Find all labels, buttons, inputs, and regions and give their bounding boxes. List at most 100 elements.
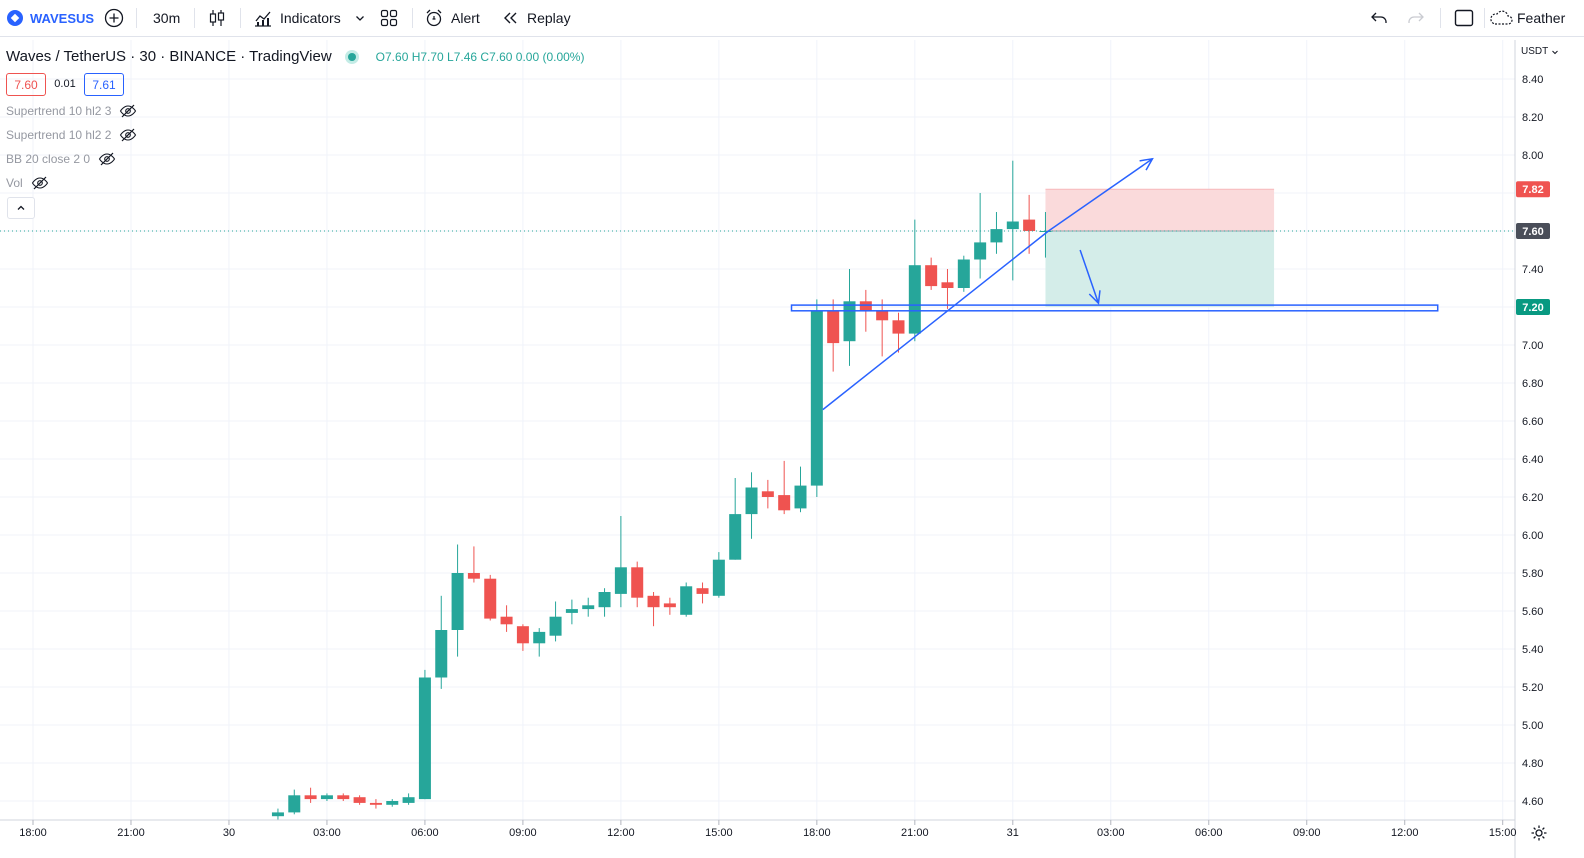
eye-crossed-icon[interactable] [31,176,49,190]
currency-label: USDT [1521,46,1549,57]
legend-ohlc: O7.60 H7.70 L7.46 C7.60 0.00 (0.00%) [375,49,585,64]
symbol-legend: Waves / TetherUS · 30 · BINANCE · Tradin… [6,48,584,65]
candle [908,219,921,342]
candle [582,597,595,617]
spread-text: 0.01 [54,77,76,90]
candle [369,799,382,809]
candle [320,793,333,801]
candle-body [925,265,938,287]
candle-body [598,592,611,608]
alarm-clock-icon [426,9,442,27]
time-tick-label: 03:00 [313,827,341,839]
price-label-bg [1516,181,1550,198]
indicator-row-bb[interactable]: BB 20 close 2 0 [6,152,116,166]
replay-button[interactable]: Replay [502,0,571,36]
price-tick-label: 5.20 [1522,682,1543,694]
candle-body [500,616,513,625]
square-icon [1454,9,1474,27]
chart-style-button[interactable] [207,0,227,36]
cloud-icon [1490,10,1513,25]
redo-button[interactable] [1406,0,1426,36]
candle-body [1006,221,1019,230]
drawings [0,157,1515,411]
price-tick-label: 7.40 [1522,264,1543,276]
sell-price-box[interactable]: 7.60 [6,73,46,96]
sell-price: 7.60 [14,77,38,92]
candle [516,624,529,651]
undo-button[interactable] [1369,0,1389,36]
chevron-down-icon [356,16,364,21]
candle [549,601,562,642]
price-tick-label: 5.60 [1522,606,1543,618]
candle [1006,160,1019,281]
time-axis: 18:00 21:00 30 03:00 06:00 09:00 12:00 15:00 18:… [19,820,1516,839]
fullscreen-button[interactable] [1453,0,1475,36]
candle [810,299,823,497]
candle-body [990,229,1003,243]
indicators-dropdown-button[interactable] [354,0,366,36]
stop-loss-zone [1045,189,1275,231]
price-tick-label: 6.00 [1522,530,1543,542]
candle [614,516,627,608]
symbol-search-button[interactable]: WAVESUS [6,0,94,36]
layout-grid-button[interactable] [379,0,399,36]
candle [729,478,742,560]
candle [892,312,905,353]
candle-body [533,631,546,644]
candle-body [451,573,464,630]
currency-select[interactable]: USDT [1521,46,1559,57]
candle-body [1023,219,1036,231]
candle-body [876,310,889,321]
indicator-row-supertrend-3[interactable]: Supertrend 10 hl2 3 [6,104,137,118]
top-toolbar: WAVESUS 30m Indicators Alert Replay Feat… [0,0,1584,37]
indicator-row-supertrend-2[interactable]: Supertrend 10 hl2 2 [6,128,137,142]
candle [500,605,513,632]
eye-crossed-icon[interactable] [98,152,116,166]
layout-name-label: Feather [1517,10,1566,26]
support-rectangle [790,304,1439,312]
candle [565,599,578,625]
spread-value: 0.01 [48,73,82,94]
buy-price: 7.61 [92,77,116,92]
arrow-shaft [1048,158,1153,232]
compare-symbol-button[interactable] [104,0,124,36]
candle [990,212,1003,254]
candle [778,460,791,515]
buy-price-box[interactable]: 7.61 [84,73,124,96]
candle-body [304,795,317,800]
eye-crossed-icon[interactable] [119,104,137,118]
candle [451,544,464,657]
indicators-label: Indicators [280,10,341,26]
price-axis-label: 7.82 [1516,181,1550,198]
rewind-icon [504,12,517,24]
candle-body [402,797,415,803]
layout-name-button[interactable]: Feather [1488,0,1565,36]
price-axis-label: 7.60 [1516,223,1550,239]
candle-body [320,795,333,800]
candle [337,793,350,801]
time-tick-label: 06:00 [1195,827,1223,839]
candle [974,193,987,279]
chart-settings-button[interactable] [1530,824,1548,847]
arrow-head [1088,290,1101,305]
chart-grid [0,40,1515,820]
undo-icon [1371,12,1387,23]
alert-button[interactable]: Alert [424,0,480,36]
eye-crossed-icon[interactable] [119,128,137,142]
time-tick-label: 12:00 [1391,827,1419,839]
indicators-button[interactable]: Indicators [253,0,341,36]
arrow-head [1139,157,1154,171]
price-tick-label: 5.80 [1522,568,1543,580]
indicator-row-vol[interactable]: Vol [6,176,49,190]
candle [663,597,676,615]
collapse-legend-button[interactable] [7,197,35,219]
projection-down-arrow [1079,249,1101,305]
time-tick-label: 21:00 [901,827,929,839]
candle-body [908,265,921,334]
interval-button[interactable]: 30m [153,0,180,36]
price-axis-label: 7.20 [1516,299,1550,315]
candle-body [549,616,562,636]
price-label-bg [1516,299,1550,315]
candle-body [778,495,791,511]
